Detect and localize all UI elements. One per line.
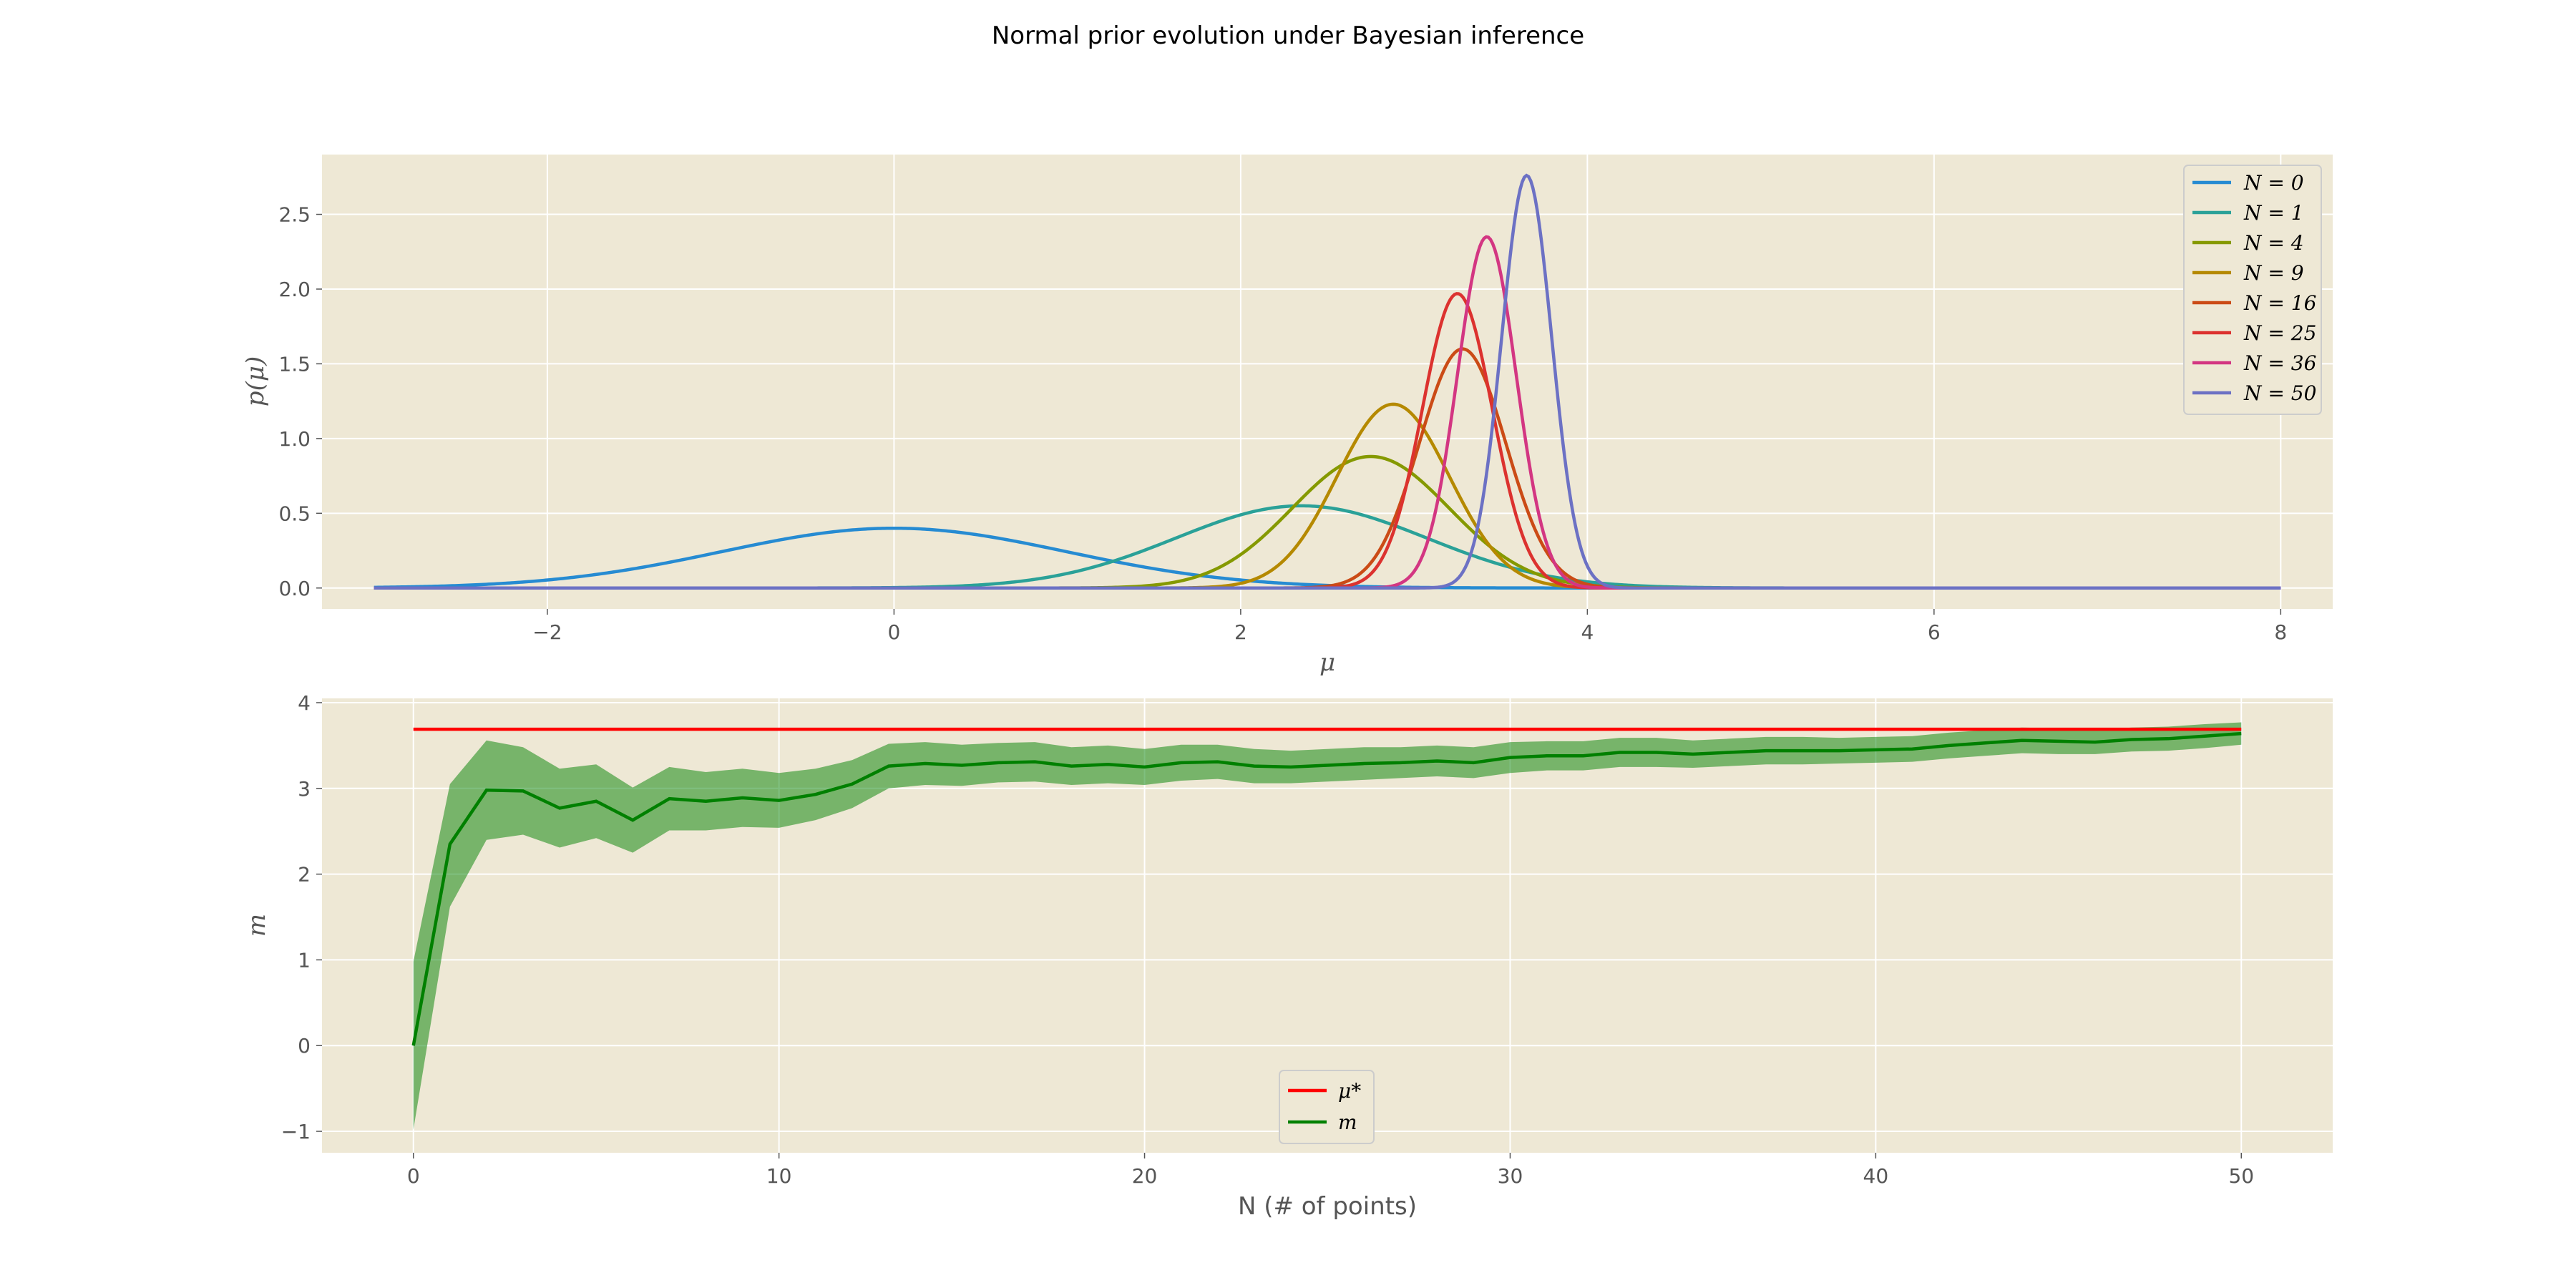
- y-tick-label: 1.5: [278, 352, 311, 376]
- y-tick-label: 4: [298, 691, 311, 715]
- mean-x-ticks: 0 10 20 30 40 50: [407, 1153, 2254, 1188]
- y-tick-label: 2.0: [278, 278, 311, 301]
- legend-label: N = 25: [2243, 321, 2316, 345]
- mean-x-axis-label: N (# of points): [1238, 1192, 1417, 1221]
- legend-label: N = 0: [2243, 171, 2304, 195]
- x-tick-label: 4: [1581, 620, 1594, 644]
- density-y-ticks: 0.0 0.5 1.0 1.5 2.0 2.5: [278, 203, 322, 600]
- x-tick-label: 2: [1234, 620, 1247, 644]
- density-axes: −2 0 2 4 6 8 0.00.51.01.52.02.5 μ p(μ) N = 0N…: [241, 155, 2333, 677]
- mean-axes: 0 10 20 30 40 50 −1 0 1 2 3 4 N (# of points) m μ*…: [243, 691, 2333, 1221]
- y-tick-label: 2: [298, 863, 311, 887]
- legend-label: m: [1338, 1111, 1357, 1134]
- y-tick-label: 1: [298, 948, 311, 972]
- legend-label: N = 36: [2243, 351, 2316, 375]
- y-tick-label: 0.5: [278, 502, 311, 525]
- y-tick-label: 3: [298, 777, 311, 801]
- y-tick-label: −1: [281, 1120, 311, 1143]
- x-tick-label: 6: [1928, 620, 1941, 644]
- legend-label: N = 1: [2243, 201, 2304, 225]
- x-tick-label: 10: [766, 1164, 792, 1188]
- legend-label: μ*: [1338, 1079, 1361, 1103]
- y-tick-label: 1.0: [278, 427, 311, 451]
- mean-y-axis-label: m: [243, 914, 271, 937]
- x-tick-label: 20: [1132, 1164, 1158, 1188]
- x-tick-label: 0: [887, 620, 900, 644]
- x-tick-label: −2: [532, 620, 562, 644]
- x-tick-label: 40: [1863, 1164, 1889, 1188]
- mean-legend: μ* m: [1279, 1070, 1375, 1144]
- legend-frame: [2183, 165, 2322, 415]
- density-legend: N = 0 N = 1 N = 4 N = 9 N = 16 N = 25 N = 36 N …: [2183, 165, 2322, 415]
- legend-frame: [1279, 1070, 1375, 1144]
- y-tick-label: 0.0: [278, 577, 311, 600]
- x-tick-label: 30: [1498, 1164, 1523, 1188]
- x-tick-label: 8: [2274, 620, 2287, 644]
- figure-suptitle: Normal prior evolution under Bayesian in…: [992, 21, 1584, 50]
- mean-series: [411, 722, 2242, 1130]
- legend-label: N = 16: [2243, 291, 2316, 315]
- density-plot-area: [322, 155, 2333, 609]
- series-line-n=50: [374, 173, 2281, 590]
- x-tick-label: 0: [407, 1164, 420, 1188]
- mean-y-ticks: −1 0 1 2 3 4: [281, 691, 322, 1143]
- density-x-ticks: −2 0 2 4 6 8: [532, 609, 2287, 644]
- y-tick-label: 2.5: [278, 203, 311, 227]
- density-series: [374, 173, 2281, 590]
- legend-label: N = 4: [2243, 231, 2304, 255]
- y-tick-label: 0: [298, 1034, 311, 1058]
- legend-label: N = 9: [2243, 261, 2304, 285]
- legend-label: N = 50: [2243, 381, 2316, 405]
- density-x-axis-label: μ: [1319, 648, 1335, 677]
- x-tick-label: 50: [2228, 1164, 2254, 1188]
- m-line: [411, 731, 2242, 1046]
- density-y-axis-label: p(μ): [241, 356, 270, 406]
